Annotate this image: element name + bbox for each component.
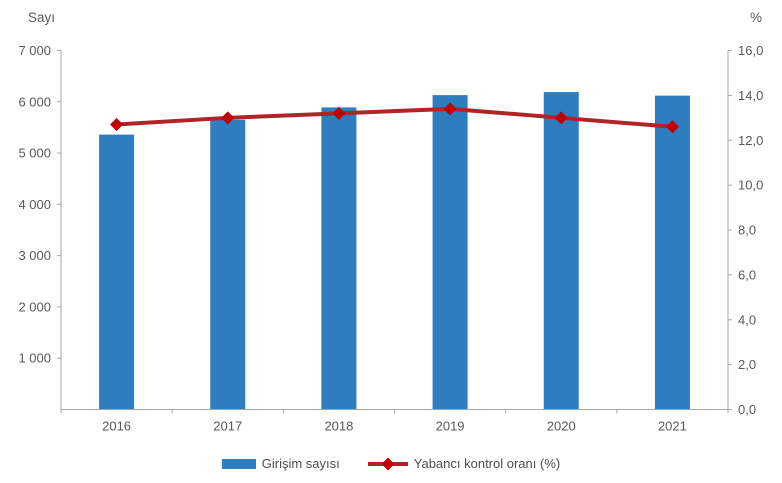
line-marker-2018	[332, 106, 346, 120]
legend: Girişim sayısı Yabancı kontrol oranı (%)	[0, 456, 782, 471]
bar-series-label: Girişim sayısı	[261, 456, 340, 471]
line-series-swatch-icon	[367, 457, 408, 470]
left-axis-tick-label: 6 000	[18, 94, 51, 109]
bar-2019	[432, 95, 468, 410]
legend-item-line-series: Yabancı kontrol oranı (%)	[367, 456, 561, 471]
right-axis-tick-label: 0,0	[738, 402, 756, 417]
x-axis-category-label: 2021	[658, 419, 687, 434]
line-marker-2021	[665, 120, 679, 134]
left-axis-tick-label: 2 000	[18, 299, 51, 314]
x-axis-category-label: 2019	[436, 419, 465, 434]
right-axis-tick-label: 14,0	[738, 88, 763, 103]
right-axis-tick-label: 10,0	[738, 178, 763, 193]
left-axis-tick-label: 3 000	[18, 248, 51, 263]
bar-2020	[543, 92, 579, 410]
right-axis-tick-label: 8,0	[738, 223, 756, 238]
bar-2021	[654, 95, 690, 410]
line-marker-2019	[443, 102, 457, 116]
right-axis-tick-label: 12,0	[738, 133, 763, 148]
line-marker-2020	[554, 111, 568, 125]
left-axis-tick-label: 7 000	[18, 43, 51, 58]
legend-item-bar-series: Girişim sayısı	[221, 456, 340, 471]
x-axis-category-label: 2020	[547, 419, 576, 434]
right-axis-tick-label: 2,0	[738, 357, 756, 372]
right-axis-tick-label: 4,0	[738, 312, 756, 327]
line-series-label: Yabancı kontrol oranı (%)	[413, 456, 561, 471]
left-axis-tick-label: 4 000	[18, 197, 51, 212]
left-axis-tick-label: 1 000	[18, 351, 51, 366]
right-axis-tick-label: 6,0	[738, 267, 756, 282]
left-axis-title: Sayı	[28, 10, 56, 25]
line-marker-2017	[221, 111, 235, 125]
line-marker-2016	[110, 118, 124, 132]
left-axis-tick-label: 5 000	[18, 146, 51, 161]
bar-series-swatch-icon	[221, 458, 256, 469]
x-axis-category-label: 2017	[213, 419, 242, 434]
right-axis-tick-label: 16,0	[738, 43, 763, 58]
foreign-control-rate-line	[116, 106, 673, 129]
bar-2017	[210, 119, 246, 410]
x-axis-category-label: 2018	[324, 419, 353, 434]
bar-2018	[321, 107, 357, 410]
bar-2016	[99, 134, 135, 410]
right-axis-title: %	[749, 10, 762, 25]
x-axis-category-label: 2016	[102, 419, 131, 434]
